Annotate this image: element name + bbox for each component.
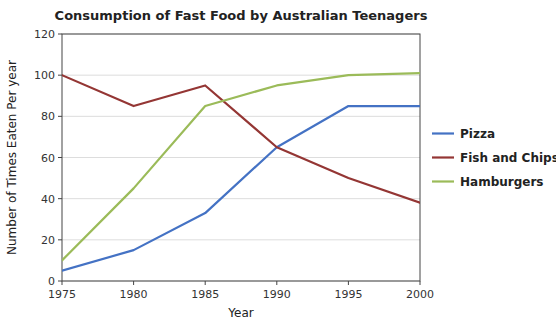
x-tick-label: 1990: [263, 288, 291, 301]
y-tick: [58, 281, 62, 282]
y-tick: [58, 198, 62, 199]
y-tick-label: 120: [34, 28, 55, 41]
x-tick: [276, 281, 277, 285]
x-axis-label: Year: [227, 306, 253, 320]
x-tick: [62, 281, 63, 285]
legend-swatch: [432, 180, 454, 182]
legend-swatch: [432, 156, 454, 158]
chart: 0 20 40 60 80 100 120 1975 1980 1985 1990 1995 2000 C…: [0, 0, 556, 327]
y-tick: [58, 157, 62, 158]
x-tick-label: 1980: [120, 288, 148, 301]
x-tick: [205, 281, 206, 285]
legend-swatch: [432, 132, 454, 134]
series-line: [62, 75, 420, 203]
y-tick-label: 20: [41, 234, 55, 247]
x-tick-label: 1985: [191, 288, 219, 301]
y-tick-label: 80: [41, 110, 55, 123]
y-tick: [58, 116, 62, 117]
x-tick-label: 2000: [406, 288, 434, 301]
grid-line: [62, 239, 420, 240]
x-tick-label: 1975: [48, 288, 76, 301]
series-line: [62, 106, 420, 271]
grid-line: [62, 198, 420, 199]
plot-lines: [62, 73, 420, 271]
y-tick-label: 100: [34, 69, 55, 82]
y-axis-label: Number of Times Eaten Per year: [5, 60, 19, 255]
x-tick-label: 1995: [334, 288, 362, 301]
plot-frame: [62, 34, 420, 281]
y-tick-label: 40: [41, 193, 55, 206]
title: Consumption of Fast Food by Australian T…: [55, 8, 428, 23]
y-tick: [58, 75, 62, 76]
x-tick: [133, 281, 134, 285]
grid-line: [62, 157, 420, 158]
x-tick: [420, 281, 421, 285]
y-tick: [58, 34, 62, 35]
legend-label: Hamburgers: [460, 175, 543, 189]
y-tick-label: 0: [48, 275, 55, 288]
legend-label: Fish and Chips: [460, 151, 556, 165]
legend-label: Pizza: [460, 127, 495, 141]
y-tick: [58, 239, 62, 240]
x-tick: [348, 281, 349, 285]
y-tick-label: 60: [41, 152, 55, 165]
series-line: [62, 73, 420, 260]
